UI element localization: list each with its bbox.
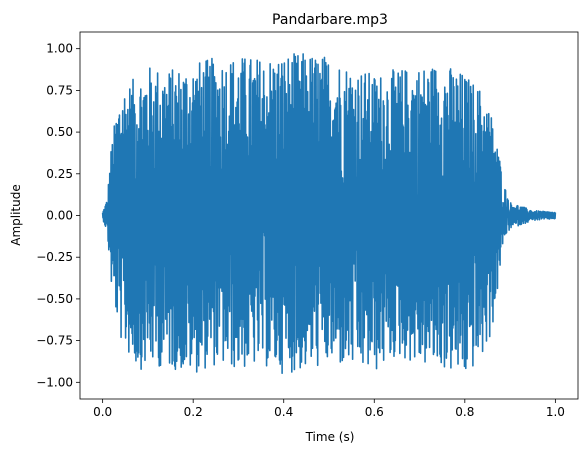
x-tick-label: 1.0 <box>546 405 565 419</box>
x-tick-label: 0.2 <box>184 405 203 419</box>
y-tick-label: 0.25 <box>46 167 73 181</box>
x-tick-label: 0.6 <box>365 405 384 419</box>
y-tick-label: 0.50 <box>46 125 73 139</box>
waveform-series-line <box>101 53 557 374</box>
axes: 0.0 0.2 0.4 0.6 0.8 1.0 −1.00 −0.75 −0.50 −0.25 0.… <box>36 31 579 419</box>
x-axis-label: Time (s) <box>305 430 355 444</box>
y-tick-label: −1.00 <box>36 375 73 389</box>
y-tick-label: 0.00 <box>46 209 73 223</box>
chart-title: Pandarbare.mp3 <box>272 12 388 28</box>
x-tick-label: 0.0 <box>93 405 112 419</box>
x-tick-label: 0.8 <box>455 405 474 419</box>
plot-area <box>101 53 557 374</box>
y-tick-label: −0.50 <box>36 292 73 306</box>
y-tick-label: 1.00 <box>46 42 73 56</box>
y-tick-label: −0.25 <box>36 250 73 264</box>
y-axis-label: Amplitude <box>9 184 23 246</box>
x-tick-label: 0.4 <box>274 405 293 419</box>
y-tick-label: 0.75 <box>46 83 73 97</box>
y-tick-label: −0.75 <box>36 334 73 348</box>
